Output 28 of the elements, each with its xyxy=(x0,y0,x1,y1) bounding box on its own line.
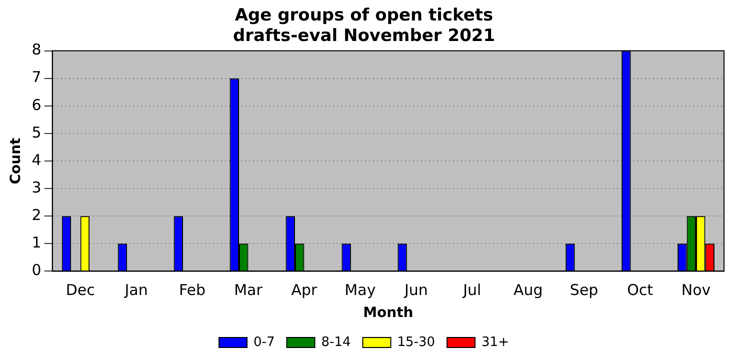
legend-label: 15-30 xyxy=(397,334,436,350)
x-tick-label: Feb xyxy=(178,281,206,300)
x-tick-label: Jun xyxy=(403,281,428,300)
x-tick-label: Mar xyxy=(234,281,264,300)
x-tick-label: Jul xyxy=(462,281,482,300)
chart-title: Age groups of open tickets drafts-eval November 2021 xyxy=(232,6,496,46)
x-tick-label: Nov xyxy=(681,281,711,300)
y-tick-label: 5 xyxy=(32,123,42,142)
y-axis-title: Count xyxy=(8,137,24,184)
y-tick-label: 7 xyxy=(32,68,42,86)
y-tick-label: 1 xyxy=(32,234,42,252)
x-tick-label: Sep xyxy=(570,281,598,300)
y-tick-label: 2 xyxy=(32,206,42,224)
x-tick-label: Oct xyxy=(627,281,654,300)
y-tick-label: 8 xyxy=(32,40,42,59)
y-tick-label: 3 xyxy=(32,178,42,196)
x-tick-label: Jan xyxy=(124,281,148,300)
x-axis-title: Month xyxy=(363,305,414,322)
legend-label: 0-7 xyxy=(254,334,275,350)
legend-label: 31+ xyxy=(482,334,509,350)
y-tick-label: 0 xyxy=(32,261,42,280)
legend-label: 8-14 xyxy=(321,334,351,350)
x-tick-label: Apr xyxy=(291,281,318,300)
x-tick-label: Dec xyxy=(66,281,95,300)
y-tick-label: 4 xyxy=(32,150,42,169)
x-tick-label: May xyxy=(344,281,376,300)
y-tick-label: 6 xyxy=(32,96,42,114)
x-tick-label: Aug xyxy=(513,281,543,300)
